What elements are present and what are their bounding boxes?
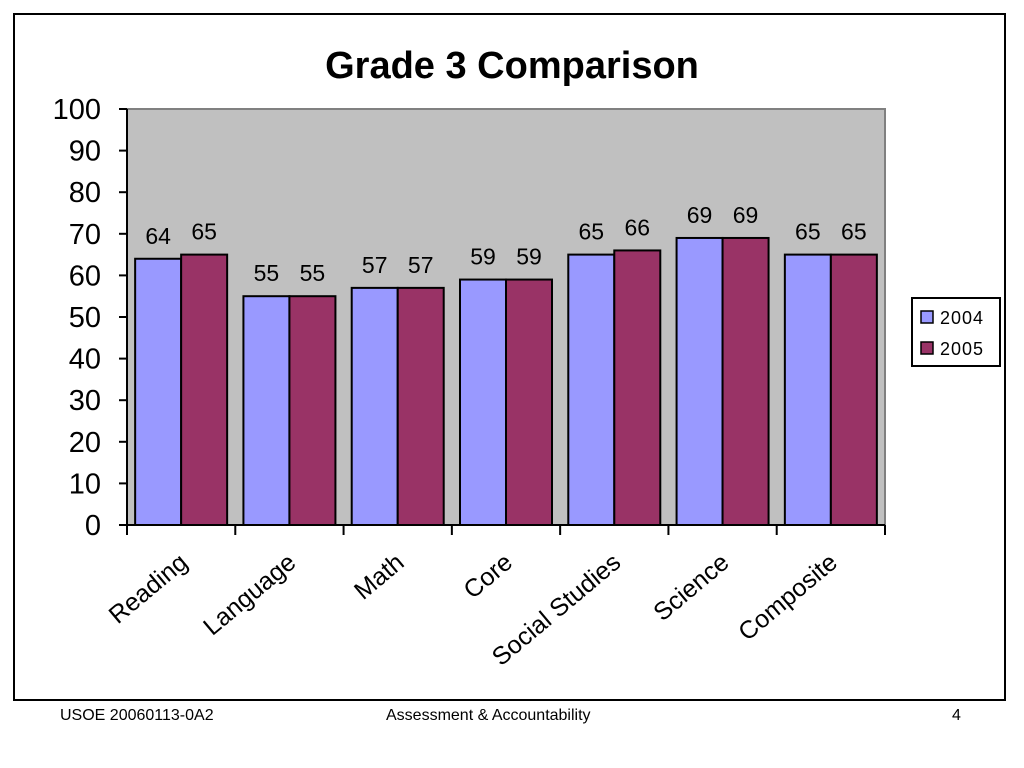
bar-2004 [350,286,399,526]
data-label: 69 [687,202,713,228]
y-tick-label: 20 [69,427,101,459]
legend-label: 2005 [940,339,984,359]
bar-2004 [134,257,183,526]
x-category-label: Math [349,548,410,605]
data-label: 66 [624,214,650,240]
legend: 2004 2005 [911,297,1001,367]
data-label: 69 [733,202,759,228]
bar-2004 [242,295,291,527]
legend-label: 2004 [940,308,984,328]
bar-2005 [505,278,553,526]
footer-department: Assessment & Accountability [386,707,591,724]
y-tick-label: 100 [53,94,101,126]
y-tick-label: 70 [69,219,101,251]
x-category-label: Reading [104,548,193,629]
data-label: 59 [470,244,496,270]
bar-2005 [721,236,770,527]
legend-swatch [920,310,934,324]
data-label: 65 [841,219,867,245]
data-label: 65 [578,219,604,245]
bar-2005 [288,295,337,527]
data-label: 64 [145,223,171,249]
bar-2004 [675,236,724,527]
data-label: 57 [362,252,388,278]
y-tick-label: 60 [69,260,101,292]
data-label: 57 [408,252,434,278]
x-category-label: Composite [733,548,843,646]
bar-2005 [396,286,445,526]
footer-page-number: 4 [952,707,961,724]
bar-2004 [459,278,507,526]
y-tick-label: 0 [85,510,101,542]
y-tick-label: 50 [69,302,101,334]
legend-swatch [920,341,934,355]
y-tick-label: 40 [69,344,101,376]
bars: 64 55 57 59 65 69 65 65 55 57 59 66 69 65 [134,202,878,527]
data-label: 65 [191,219,217,245]
footer-document-id: USOE 20060113-0A2 [60,707,214,724]
y-axis: 0 10 20 30 40 50 60 70 80 90 100 [53,94,128,542]
y-tick-label: 10 [69,468,101,500]
bar-2004 [567,253,616,526]
data-label: 55 [300,260,326,286]
bar-2004 [783,253,832,526]
data-label: 55 [254,260,280,286]
bar-2005 [180,253,229,526]
data-label: 65 [795,219,821,245]
y-tick-label: 90 [69,136,101,168]
x-category-label: Science [648,548,734,627]
y-tick-label: 30 [69,385,101,417]
x-category-label: Core [458,548,518,604]
bar-2005 [829,253,878,526]
chart-title: Grade 3 Comparison [325,45,699,87]
data-label: 59 [516,244,542,270]
bar-2005 [613,249,662,526]
x-category-label: Language [198,548,301,641]
y-tick-label: 80 [69,177,101,209]
